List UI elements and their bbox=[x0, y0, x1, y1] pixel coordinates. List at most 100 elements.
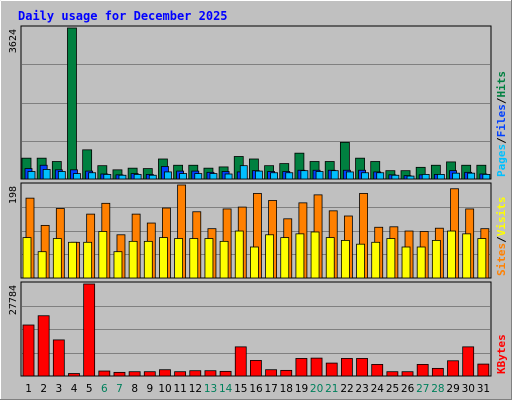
kbytes-bar-18 bbox=[280, 369, 293, 377]
legend-visits: Visits bbox=[495, 197, 508, 237]
sites-bar-12 bbox=[189, 238, 199, 279]
sites-bar-16 bbox=[250, 246, 259, 279]
pages-bar-27 bbox=[421, 174, 430, 180]
kbytes-bar-25 bbox=[386, 371, 399, 377]
kbytes-bar-4 bbox=[68, 373, 80, 377]
x-tick-label-13: 13 bbox=[204, 383, 217, 395]
sites-bar-19 bbox=[295, 233, 305, 279]
x-tick-label-26: 26 bbox=[401, 383, 415, 395]
kbytes-bar-31 bbox=[477, 363, 490, 377]
x-tick-label-19: 19 bbox=[295, 383, 308, 395]
kbytes-bar-13 bbox=[204, 370, 217, 377]
legend-hits: Hits bbox=[495, 71, 508, 98]
sites-bar-8 bbox=[128, 240, 138, 279]
sites-bar-13 bbox=[204, 238, 214, 279]
pages-bar-8 bbox=[133, 174, 142, 180]
legend-pages: Pages bbox=[495, 144, 508, 177]
sites-bar-5 bbox=[83, 241, 93, 279]
sites-bar-7 bbox=[113, 251, 123, 279]
pages-bar-4 bbox=[73, 173, 81, 180]
pages-bar-3 bbox=[57, 171, 66, 180]
x-tick-label-29: 29 bbox=[446, 383, 459, 395]
x-tick-label-3: 3 bbox=[56, 383, 63, 395]
side-legend: Pages/Files/Hits bbox=[495, 71, 508, 177]
pages-bar-15 bbox=[239, 165, 248, 180]
sites-bar-30 bbox=[462, 233, 472, 279]
sites-bar-3 bbox=[52, 238, 62, 279]
kbytes-bar-15 bbox=[234, 346, 247, 377]
x-tick-label-1: 1 bbox=[25, 383, 32, 395]
pages-bar-25 bbox=[391, 174, 400, 180]
pages-bar-14 bbox=[224, 173, 233, 180]
legend-sites: Sites bbox=[495, 243, 508, 276]
sites-bar-17 bbox=[265, 234, 274, 279]
legend-separator: / bbox=[495, 137, 508, 144]
kbytes-bar-5 bbox=[83, 283, 96, 377]
x-tick-label-25: 25 bbox=[386, 383, 399, 395]
y-max-label: 198 bbox=[8, 186, 19, 204]
x-tick-label-31: 31 bbox=[477, 383, 490, 395]
pages-bar-12 bbox=[194, 173, 203, 180]
kbytes-bar-2 bbox=[37, 315, 50, 377]
side-legend: KBytes bbox=[495, 334, 508, 374]
pages-bar-26 bbox=[406, 175, 415, 180]
kbytes-panel: 27784 KBytes bbox=[8, 281, 508, 377]
x-tick-label-9: 9 bbox=[147, 383, 154, 395]
kbytes-bar-1 bbox=[22, 324, 35, 377]
sites-bar-25 bbox=[386, 238, 396, 279]
kbytes-bar-30 bbox=[462, 346, 475, 377]
x-tick-label-5: 5 bbox=[86, 383, 93, 395]
pages-bar-29 bbox=[452, 172, 460, 180]
kbytes-bar-7 bbox=[113, 371, 126, 377]
x-tick-label-24: 24 bbox=[371, 383, 385, 395]
sites-bar-6 bbox=[98, 231, 108, 279]
x-tick-label-28: 28 bbox=[431, 383, 444, 395]
pages-bar-22 bbox=[345, 171, 354, 180]
kbytes-bar-23 bbox=[356, 358, 368, 377]
x-tick-label-18: 18 bbox=[280, 383, 293, 395]
x-tick-label-30: 30 bbox=[462, 383, 475, 395]
kbytes-bar-21 bbox=[325, 362, 338, 377]
x-tick-label-16: 16 bbox=[249, 383, 263, 395]
x-tick-label-7: 7 bbox=[116, 383, 123, 395]
sites-bar-29 bbox=[447, 230, 456, 279]
x-tick-label-21: 21 bbox=[325, 383, 338, 395]
kbytes-bar-3 bbox=[52, 339, 65, 377]
x-tick-label-23: 23 bbox=[355, 383, 368, 395]
kbytes-bar-26 bbox=[401, 371, 414, 377]
pages-bar-6 bbox=[103, 174, 112, 180]
pages-bar-10 bbox=[164, 171, 172, 180]
kbytes-bar-14 bbox=[219, 370, 232, 377]
kbytes-bar-28 bbox=[431, 367, 444, 377]
kbytes-bar-16 bbox=[250, 360, 262, 377]
x-tick-label-6: 6 bbox=[101, 383, 108, 395]
visits-panel: 198 Sites/Visits bbox=[8, 182, 508, 279]
sites-bar-15 bbox=[234, 230, 244, 279]
sites-bar-18 bbox=[280, 237, 290, 279]
sites-bar-9 bbox=[143, 240, 153, 279]
pages-bar-5 bbox=[88, 172, 97, 180]
pages-bar-30 bbox=[467, 172, 476, 180]
sites-bar-23 bbox=[356, 243, 365, 279]
legend-files: Files bbox=[495, 104, 508, 137]
side-legend: Sites/Visits bbox=[495, 197, 508, 277]
kbytes-bar-29 bbox=[447, 360, 459, 377]
pages-bar-18 bbox=[285, 172, 294, 180]
x-tick-label-8: 8 bbox=[131, 383, 138, 395]
pages-bar-16 bbox=[255, 170, 263, 180]
kbytes-bar-19 bbox=[295, 358, 308, 377]
x-tick-label-12: 12 bbox=[189, 383, 202, 395]
kbytes-bar-12 bbox=[189, 370, 202, 377]
chart-title: Daily usage for December 2025 bbox=[18, 9, 228, 23]
pages-bar-21 bbox=[330, 170, 339, 180]
pages-bar-1 bbox=[27, 171, 36, 180]
kbytes-bar-24 bbox=[371, 364, 384, 377]
x-tick-label-2: 2 bbox=[40, 383, 47, 395]
kbytes-bar-10 bbox=[159, 369, 171, 377]
pages-bar-28 bbox=[436, 174, 445, 180]
kbytes-bar-20 bbox=[310, 357, 323, 377]
sites-bar-11 bbox=[174, 238, 184, 279]
